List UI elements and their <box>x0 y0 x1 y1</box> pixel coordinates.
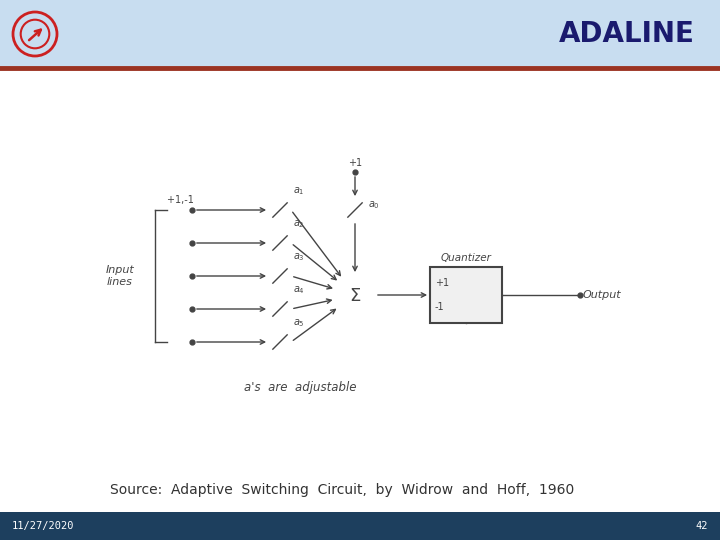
Text: 11/27/2020: 11/27/2020 <box>12 521 74 531</box>
Text: $a_3$: $a_3$ <box>293 251 305 263</box>
Text: Output: Output <box>583 290 621 300</box>
Circle shape <box>269 199 291 221</box>
Text: a's  are  adjustable: a's are adjustable <box>244 381 356 395</box>
Text: +1: +1 <box>435 278 449 288</box>
Bar <box>0 512 720 540</box>
Text: Input
lines: Input lines <box>106 265 135 287</box>
Text: -1: -1 <box>435 302 445 312</box>
Circle shape <box>269 232 291 254</box>
Text: $a_5$: $a_5$ <box>293 317 305 329</box>
Bar <box>430 267 502 323</box>
Circle shape <box>269 298 291 320</box>
Text: $\Sigma$: $\Sigma$ <box>349 287 361 305</box>
Circle shape <box>344 199 366 221</box>
Text: ADALINE: ADALINE <box>559 20 695 48</box>
Bar <box>0 0 720 68</box>
Text: $a_1$: $a_1$ <box>293 185 305 197</box>
Text: Source:  Adaptive  Switching  Circuit,  by  Widrow  and  Hoff,  1960: Source: Adaptive Switching Circuit, by W… <box>110 483 575 497</box>
Circle shape <box>335 275 375 315</box>
Text: Quantizer: Quantizer <box>441 253 492 263</box>
Text: $a_4$: $a_4$ <box>293 284 305 296</box>
Text: +1: +1 <box>348 158 362 168</box>
Text: $a_2$: $a_2$ <box>293 218 305 230</box>
Text: 42: 42 <box>696 521 708 531</box>
Circle shape <box>269 265 291 287</box>
Circle shape <box>269 331 291 353</box>
Text: +1,-1: +1,-1 <box>167 195 200 205</box>
Text: $a_0$: $a_0$ <box>368 199 380 211</box>
